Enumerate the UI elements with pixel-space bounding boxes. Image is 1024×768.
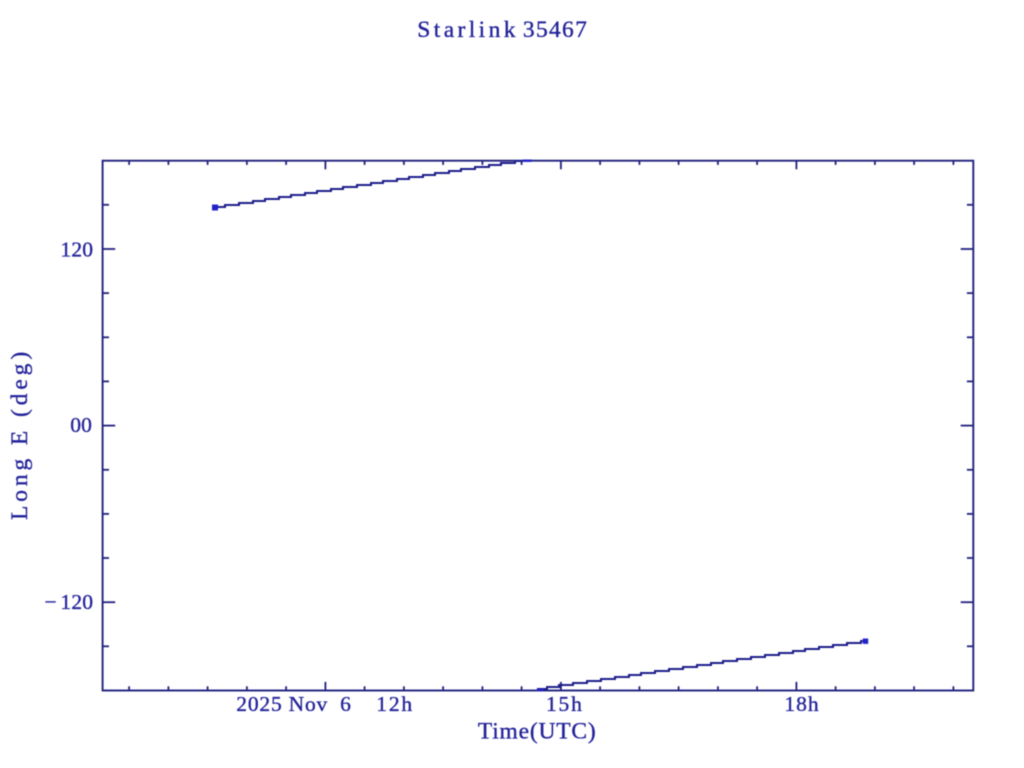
svg-text:120: 120 xyxy=(60,590,93,614)
svg-text:18h: 18h xyxy=(784,692,819,716)
svg-text:35467: 35467 xyxy=(523,17,588,43)
svg-text:Time(UTC): Time(UTC) xyxy=(478,719,597,745)
svg-text:00: 00 xyxy=(70,413,92,437)
svg-text:12h: 12h xyxy=(376,692,414,716)
svg-text:Long E (deg): Long E (deg) xyxy=(7,348,33,520)
svg-text:2025 Nov: 2025 Nov xyxy=(236,692,328,716)
svg-text:15h: 15h xyxy=(546,692,584,716)
svg-text:6: 6 xyxy=(340,692,351,716)
svg-text:−: − xyxy=(45,590,57,614)
svg-text:Starlink: Starlink xyxy=(417,17,519,43)
svg-text:120: 120 xyxy=(60,237,93,261)
